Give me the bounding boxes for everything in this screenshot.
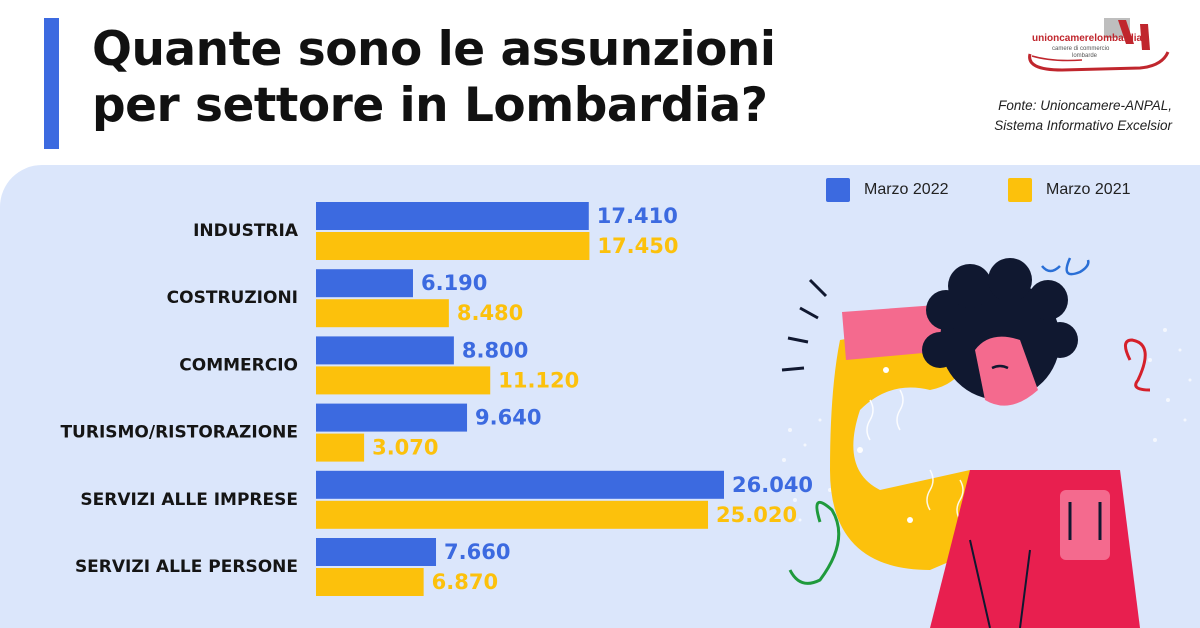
bar-2021 xyxy=(316,500,709,529)
data-label-2021: 8.480 xyxy=(457,301,523,325)
data-label-2021: 17.450 xyxy=(597,234,678,258)
legend-swatch-2022 xyxy=(826,178,850,202)
legend-label-2021: Marzo 2021 xyxy=(1046,181,1131,198)
bar-2021 xyxy=(316,366,491,395)
title-accent-bar xyxy=(44,18,59,149)
logo-subtitle: camere di commercio lombarde xyxy=(1052,46,1109,60)
data-label-2022: 7.660 xyxy=(444,540,510,564)
data-label-2021: 11.120 xyxy=(498,368,579,392)
data-label-2021: 25.020 xyxy=(716,503,797,527)
data-label-2022: 6.190 xyxy=(421,271,487,295)
data-label-2022: 9.640 xyxy=(475,406,541,430)
logo-subtitle-line-2: lombarde xyxy=(1072,53,1098,59)
data-label-2022: 8.800 xyxy=(462,338,528,362)
bar-2022 xyxy=(316,202,589,230)
bar-2021 xyxy=(316,232,590,260)
bar-2022 xyxy=(316,538,437,566)
legend-label-2022: Marzo 2022 xyxy=(864,181,949,198)
person-illustration-icon xyxy=(781,257,1192,628)
data-label-2022: 17.410 xyxy=(597,204,678,228)
legend-item-2021: Marzo 2021 xyxy=(1008,178,1131,202)
page-title: Quante sono le assunzioni per settore in… xyxy=(92,22,852,134)
bar-2021 xyxy=(316,568,424,596)
data-label-2021: 6.870 xyxy=(432,570,498,594)
bar-2022 xyxy=(316,336,454,365)
data-label-2021: 3.070 xyxy=(372,436,438,460)
category-label: COMMERCIO xyxy=(179,355,298,375)
logo-wordmark: unioncamerelombardia xyxy=(1032,33,1143,44)
bar-2022 xyxy=(316,269,413,298)
bar-2021 xyxy=(316,433,365,462)
category-label: SERVIZI ALLE PERSONE xyxy=(75,557,298,577)
title-line-2: per settore in Lombardia? xyxy=(92,78,768,133)
title-line-1: Quante sono le assunzioni xyxy=(92,22,776,77)
bar-2021 xyxy=(316,299,449,328)
bar-2022 xyxy=(316,403,468,432)
category-label: TURISMO/RISTORAZIONE xyxy=(60,423,298,443)
source-line-2: Sistema Informativo Excelsior xyxy=(994,118,1172,133)
unioncamere-logo-icon xyxy=(1028,18,1170,72)
category-label: COSTRUZIONI xyxy=(167,288,298,308)
legend-item-2022: Marzo 2022 xyxy=(826,178,949,202)
legend-swatch-2021 xyxy=(1008,178,1032,202)
category-label: INDUSTRIA xyxy=(193,221,299,241)
bar-2022 xyxy=(316,470,724,499)
source-line-1: Fonte: Unioncamere-ANPAL, xyxy=(998,98,1172,113)
data-label-2022: 26.040 xyxy=(732,473,813,497)
category-label: SERVIZI ALLE IMPRESE xyxy=(80,490,298,510)
logo-subtitle-line-1: camere di commercio xyxy=(1052,46,1110,52)
source-note: Fonte: Unioncamere-ANPAL, Sistema Inform… xyxy=(872,96,1172,136)
